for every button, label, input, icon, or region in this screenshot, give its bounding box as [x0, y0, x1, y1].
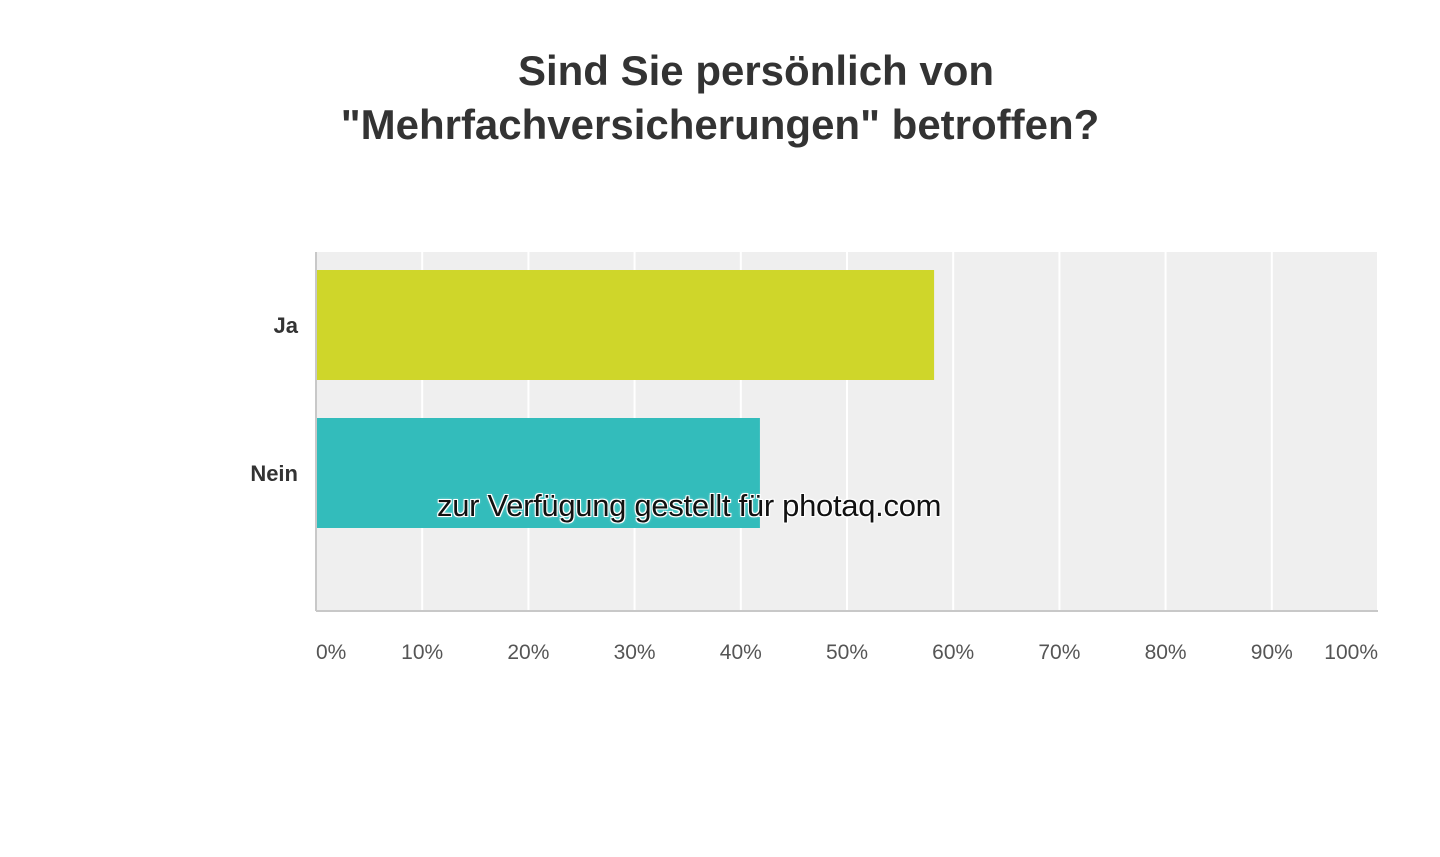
x-tick-label: 100% [1324, 641, 1378, 664]
bar-ja [316, 270, 935, 380]
bar-nein [316, 418, 760, 528]
x-tick-label: 0% [316, 641, 346, 664]
x-tick-label: 20% [507, 641, 549, 664]
category-label: Nein [250, 461, 298, 486]
chart-title-line-1: Sind Sie persönlich von [517, 47, 995, 94]
x-tick-label: 80% [1145, 641, 1187, 664]
x-tick-label: 50% [826, 641, 868, 664]
category-label: Ja [274, 313, 299, 338]
x-tick-label: 30% [614, 641, 656, 664]
watermark-text: zur Verfügung gestellt für photaq.com [437, 488, 942, 523]
x-tick-label: 90% [1251, 641, 1293, 664]
chart-title: Sind Sie persönlich von "Mehrfachversich… [0, 44, 1440, 152]
x-tick-label: 40% [720, 641, 762, 664]
chart-title-line-2: "Mehrfachversicherungen" betroffen? [340, 101, 1100, 148]
x-tick-label: 10% [401, 641, 443, 664]
x-tick-label: 60% [932, 641, 974, 664]
x-tick-label: 70% [1038, 641, 1080, 664]
